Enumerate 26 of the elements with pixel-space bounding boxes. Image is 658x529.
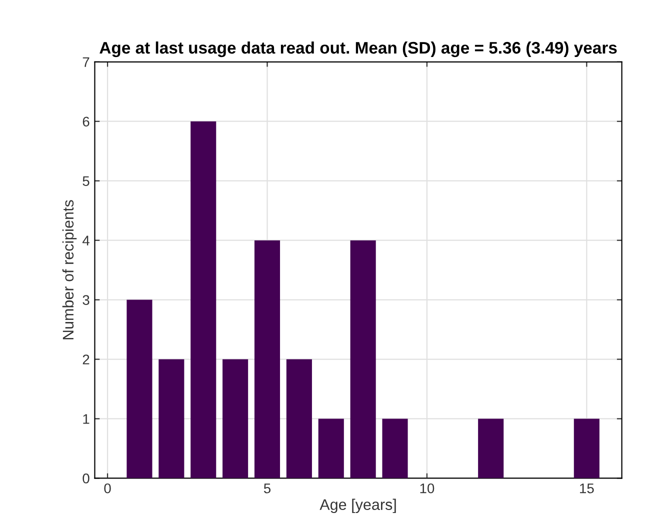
y-tick-label: 4 — [82, 236, 90, 246]
y-tick-label: 3 — [82, 295, 90, 305]
x-axis-title: Age [years] — [320, 498, 396, 514]
x-tick-label: 10 — [420, 483, 434, 494]
bar — [126, 300, 152, 478]
y-tick-label: 1 — [83, 414, 90, 424]
bar — [158, 359, 184, 478]
x-tick-label: 5 — [264, 484, 271, 494]
chart-title: Age at last usage data read out. Mean (SD) age = 5.36 (3.49) years — [100, 41, 617, 58]
y-tick-label: 0 — [82, 474, 90, 484]
x-tick-label: 0 — [104, 483, 111, 494]
y-tick-label: 5 — [82, 176, 90, 186]
y-tick-label: 7 — [82, 57, 90, 67]
y-tick-label: 2 — [82, 354, 90, 364]
bar — [382, 418, 408, 478]
bar — [318, 418, 344, 478]
y-tick-label: 6 — [82, 116, 90, 127]
x-tick-label: 15 — [580, 484, 594, 494]
bar — [190, 121, 216, 478]
bar — [254, 240, 280, 478]
bar — [286, 359, 312, 478]
bar — [350, 240, 376, 478]
bar — [574, 418, 600, 478]
y-axis-title: Number of recipients — [62, 200, 77, 340]
bar — [222, 359, 248, 478]
bar — [478, 418, 504, 478]
